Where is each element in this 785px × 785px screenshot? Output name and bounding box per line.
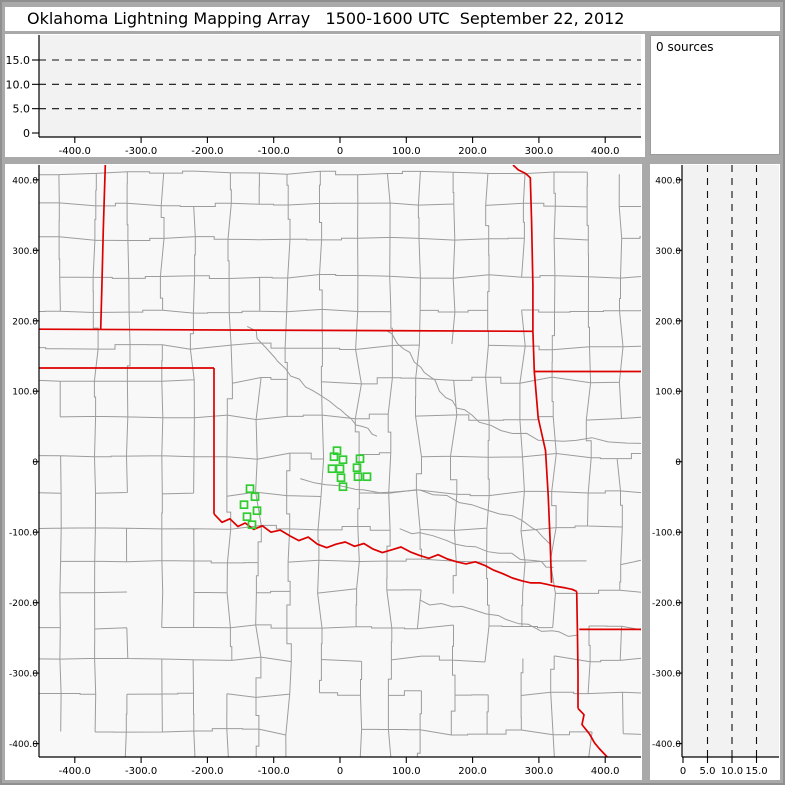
y-tick-label: 300.0	[655, 247, 681, 257]
river-line	[300, 478, 552, 546]
x-tick-label: -300.0	[125, 146, 157, 157]
lma-station-marker	[338, 455, 348, 465]
y-tick-label: -300.0	[9, 670, 38, 680]
y-tick-label: -200.0	[652, 599, 681, 609]
altitude-ew-plot: 15.0 10.0 5.0 0 -400.0 -300.0 -200.0 -100.0 0 100…	[6, 35, 641, 157]
x-tick-label: -400.0	[59, 146, 91, 157]
x-tick-label: 300.0	[525, 766, 554, 777]
y-tick-label: 200.0	[655, 317, 681, 327]
state-border-kansas_missouri	[512, 165, 534, 332]
altitude-ns-plot: 400.0 300.0 200.0 100.0 0 -100.0 -200.0 -300.0 -…	[652, 165, 779, 777]
river-line	[399, 528, 554, 568]
x-tick-label: 10.0	[721, 766, 743, 777]
altitude-ew-panel: 15.0 10.0 5.0 0 -400.0 -300.0 -200.0 -100.0 0 100…	[5, 34, 645, 157]
lma-station-marker	[245, 484, 255, 494]
x-tick-label: 5.0	[700, 766, 716, 777]
y-tick-label: 400.0	[12, 176, 38, 186]
y-tick-label: -400.0	[9, 740, 38, 750]
x-tick-label: 400.0	[591, 146, 620, 157]
plot-area	[39, 35, 641, 137]
y-tick-label: -400.0	[652, 740, 681, 750]
x-tick-label: -300.0	[125, 766, 157, 777]
y-tick-label: 200.0	[12, 317, 38, 327]
river-line	[419, 599, 578, 637]
lma-station-marker	[327, 464, 337, 474]
y-tick-label: 0	[32, 458, 38, 468]
lma-station-marker	[239, 500, 249, 510]
x-tick-label: -200.0	[191, 766, 223, 777]
y-tick-label: -100.0	[9, 529, 38, 539]
altitude-ns-panel: 400.0 300.0 200.0 100.0 0 -100.0 -200.0 -300.0 -…	[650, 164, 780, 780]
lma-station-marker	[352, 463, 362, 473]
source-count-label: 0 sources	[656, 40, 714, 54]
x-tick-label: -100.0	[258, 146, 290, 157]
state-border-texas_arkansas	[575, 591, 579, 709]
y-tick-label: 15.0	[6, 54, 31, 67]
lma-station-marker	[252, 506, 262, 516]
x-tick-label: 15.0	[745, 766, 767, 777]
plan-view-map-plot: 400.0 300.0 200.0 100.0 0 -100.0 -200.0 -300.0 -…	[9, 165, 641, 777]
lma-station-marker	[250, 492, 260, 502]
plot-area	[682, 165, 779, 757]
x-tick-label: 200.0	[458, 146, 487, 157]
x-tick-label: 400.0	[591, 766, 620, 777]
state-border-red_river	[213, 513, 578, 593]
lma-station-marker	[362, 472, 372, 482]
x-tick-label: 0	[337, 146, 343, 157]
y-tick-label: 100.0	[12, 388, 38, 398]
y-tick-label: 400.0	[655, 176, 681, 186]
county-boundaries	[39, 170, 641, 757]
river-line	[386, 330, 641, 444]
state-border-oklahoma_arkansas	[532, 331, 553, 583]
x-tick-label: -100.0	[258, 766, 290, 777]
state-border-oklahoma_kansas_37N	[39, 328, 533, 333]
lma-station-marker	[353, 472, 363, 482]
x-tick-label: 0	[337, 766, 343, 777]
plan-view-map-panel: 400.0 300.0 200.0 100.0 0 -100.0 -200.0 -300.0 -…	[5, 164, 642, 780]
y-tick-label: 0	[675, 458, 681, 468]
y-tick-label: 100.0	[655, 388, 681, 398]
river-line	[246, 325, 378, 437]
x-tick-label: 0	[680, 766, 686, 777]
y-tick-label: 300.0	[12, 247, 38, 257]
map-layers	[39, 165, 641, 757]
y-tick-label: -200.0	[9, 599, 38, 609]
y-tick-label: 10.0	[6, 78, 31, 91]
lma-station-marker	[338, 482, 348, 492]
lma-station-marker	[355, 454, 365, 464]
y-tick-label: 5.0	[13, 103, 31, 116]
lma-station-marker	[336, 473, 346, 483]
x-tick-label: 200.0	[458, 766, 487, 777]
x-tick-label: 100.0	[392, 766, 421, 777]
x-tick-label: 300.0	[525, 146, 554, 157]
y-tick-label: -100.0	[652, 529, 681, 539]
lma-station-marker	[242, 512, 252, 522]
lma-station-marker	[335, 464, 345, 474]
state-border-texas_louisiana	[577, 707, 608, 757]
x-tick-label: -400.0	[59, 766, 91, 777]
source-count-panel: 0 sources	[650, 35, 780, 155]
lma-station-marker	[247, 520, 257, 530]
lma-station-marker	[329, 452, 339, 462]
state-border-colorado_kansas	[99, 165, 107, 330]
page-title: Oklahoma Lightning Mapping Array 1500-16…	[5, 7, 780, 31]
x-tick-label: -200.0	[191, 146, 223, 157]
x-tick-label: 100.0	[392, 146, 421, 157]
y-tick-label: 0	[23, 127, 30, 140]
y-tick-label: -300.0	[652, 670, 681, 680]
